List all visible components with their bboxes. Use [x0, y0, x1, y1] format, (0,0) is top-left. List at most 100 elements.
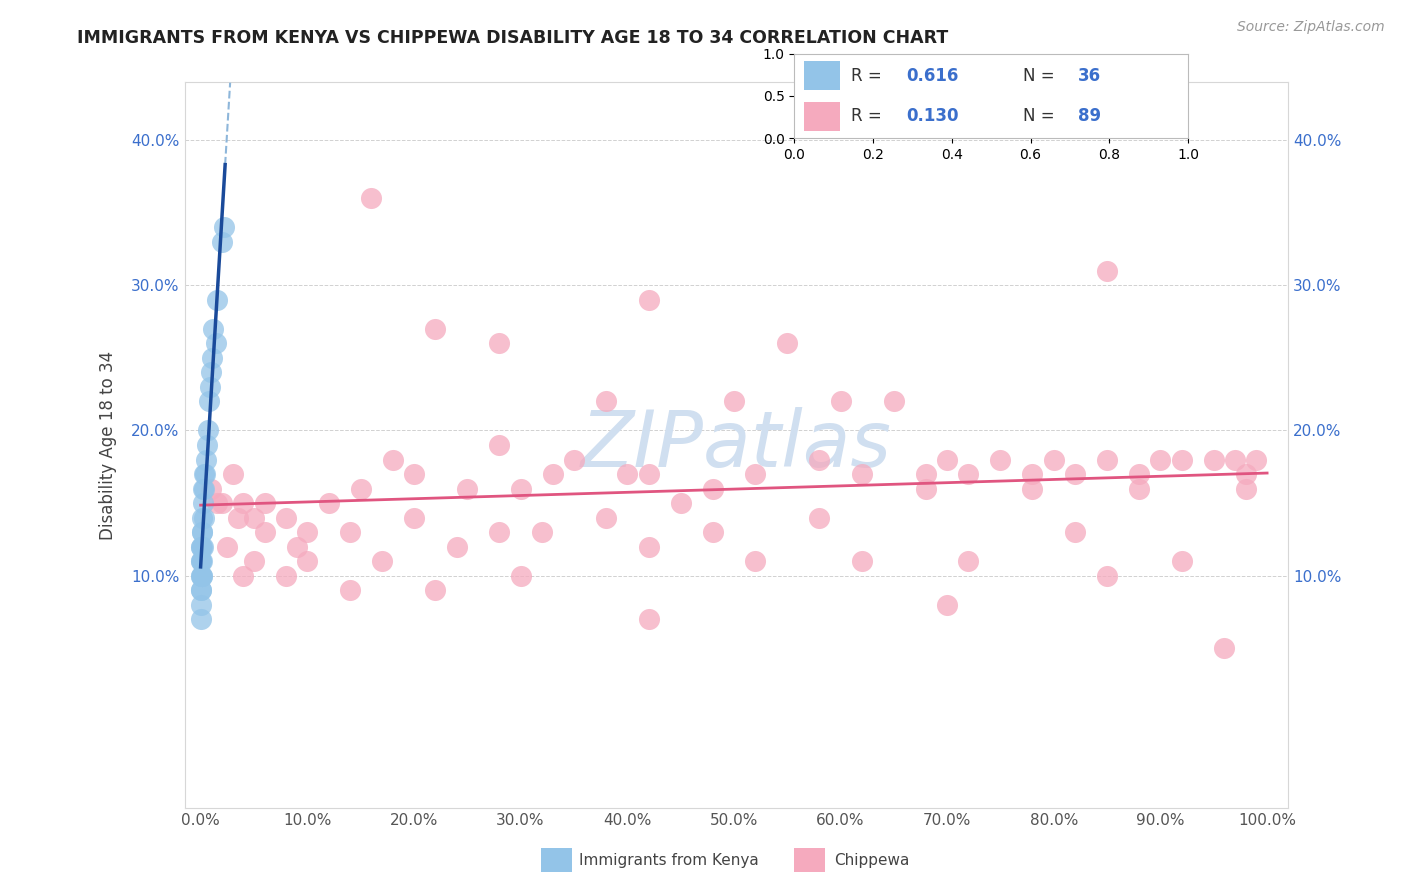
Text: 0.616: 0.616	[907, 67, 959, 85]
Point	[1095, 452, 1118, 467]
Point	[190, 568, 212, 582]
Point	[723, 394, 745, 409]
Point	[217, 540, 239, 554]
Point	[212, 220, 235, 235]
Point	[194, 452, 217, 467]
Point	[446, 540, 468, 554]
Point	[381, 452, 404, 467]
Y-axis label: Disability Age 18 to 34: Disability Age 18 to 34	[100, 351, 117, 540]
Point	[1128, 467, 1150, 481]
Point	[808, 452, 831, 467]
Point	[193, 482, 215, 496]
Point	[1234, 467, 1257, 481]
Point	[808, 510, 831, 524]
Point	[232, 568, 254, 582]
Point	[669, 496, 692, 510]
Point	[198, 394, 221, 409]
Point	[339, 583, 361, 598]
Point	[488, 336, 510, 351]
Point	[349, 482, 371, 496]
Point	[197, 424, 219, 438]
Point	[1021, 482, 1043, 496]
Point	[1021, 467, 1043, 481]
Point	[201, 351, 224, 365]
Point	[195, 438, 218, 452]
Point	[488, 438, 510, 452]
Point	[253, 525, 276, 540]
Point	[190, 525, 212, 540]
Text: Chippewa: Chippewa	[834, 854, 910, 868]
Point	[1171, 452, 1194, 467]
Point	[1234, 482, 1257, 496]
Point	[200, 482, 222, 496]
Point	[190, 583, 212, 598]
Point	[190, 554, 212, 568]
Point	[595, 510, 617, 524]
Text: 89: 89	[1078, 107, 1101, 125]
Text: N =: N =	[1022, 67, 1060, 85]
Text: 36: 36	[1078, 67, 1101, 85]
Point	[297, 525, 319, 540]
Point	[488, 525, 510, 540]
Point	[190, 583, 212, 598]
FancyBboxPatch shape	[804, 62, 839, 90]
Point	[957, 554, 980, 568]
Point	[274, 568, 297, 582]
Point	[936, 598, 959, 612]
Point	[226, 510, 249, 524]
Point	[509, 482, 531, 496]
Text: R =: R =	[852, 107, 887, 125]
Point	[190, 540, 212, 554]
Point	[402, 467, 425, 481]
Point	[194, 467, 217, 481]
Point	[456, 482, 478, 496]
Point	[190, 554, 212, 568]
Point	[541, 467, 564, 481]
Point	[190, 554, 212, 568]
Point	[297, 554, 319, 568]
Point	[509, 568, 531, 582]
Point	[1149, 452, 1171, 467]
Point	[702, 482, 724, 496]
Text: Immigrants from Kenya: Immigrants from Kenya	[579, 854, 759, 868]
Point	[232, 496, 254, 510]
Text: R =: R =	[852, 67, 887, 85]
Point	[243, 554, 266, 568]
Point	[936, 452, 959, 467]
Point	[205, 496, 228, 510]
Text: ZIPatlas: ZIPatlas	[581, 407, 891, 483]
Point	[190, 568, 212, 582]
Point	[1171, 554, 1194, 568]
Point	[193, 510, 215, 524]
Point	[253, 496, 276, 510]
Point	[360, 191, 382, 205]
Text: N =: N =	[1022, 107, 1060, 125]
Point	[190, 598, 212, 612]
Point	[202, 322, 225, 336]
Point	[990, 452, 1012, 467]
Point	[637, 612, 659, 626]
Point	[1246, 452, 1268, 467]
Point	[402, 510, 425, 524]
Point	[851, 467, 873, 481]
Point	[205, 293, 228, 307]
Point	[211, 235, 233, 249]
Point	[830, 394, 852, 409]
Point	[243, 510, 266, 524]
Point	[616, 467, 638, 481]
Point	[530, 525, 553, 540]
Text: IMMIGRANTS FROM KENYA VS CHIPPEWA DISABILITY AGE 18 TO 34 CORRELATION CHART: IMMIGRANTS FROM KENYA VS CHIPPEWA DISABI…	[77, 29, 949, 46]
Point	[957, 467, 980, 481]
Point	[425, 322, 447, 336]
Point	[744, 554, 766, 568]
Point	[1223, 452, 1246, 467]
Point	[1202, 452, 1225, 467]
Point	[191, 540, 214, 554]
Point	[190, 568, 212, 582]
Point	[193, 467, 215, 481]
Point	[702, 525, 724, 540]
Point	[221, 467, 243, 481]
Point	[285, 540, 308, 554]
Point	[274, 510, 297, 524]
Point	[190, 540, 212, 554]
